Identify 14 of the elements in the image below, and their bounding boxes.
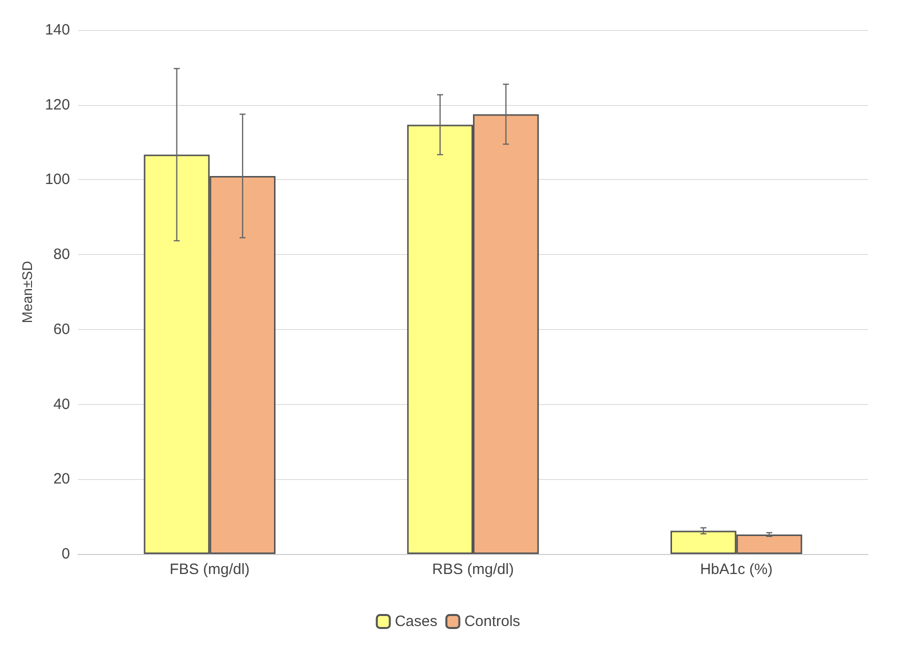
y-tick-label: 120 (44, 96, 70, 114)
y-tick-label: 40 (53, 396, 70, 413)
y-tick-label: 140 (44, 22, 70, 38)
y-tick-label: 100 (44, 171, 70, 188)
legend-label: Controls (464, 613, 520, 630)
y-tick-label: 20 (53, 470, 70, 488)
x-tick-label: FBS (mg/dl) (170, 561, 250, 578)
x-tick-label: HbA1c (%) (700, 561, 773, 578)
legend-label: Cases (394, 613, 438, 630)
y-axis-title: Mean±SD (19, 260, 36, 324)
y-tick-label: 80 (53, 246, 70, 264)
y-tick-label: 60 (53, 320, 70, 338)
y-tick-label: 0 (62, 546, 70, 562)
x-tick-label: RBS (mg/dl) (432, 561, 514, 578)
